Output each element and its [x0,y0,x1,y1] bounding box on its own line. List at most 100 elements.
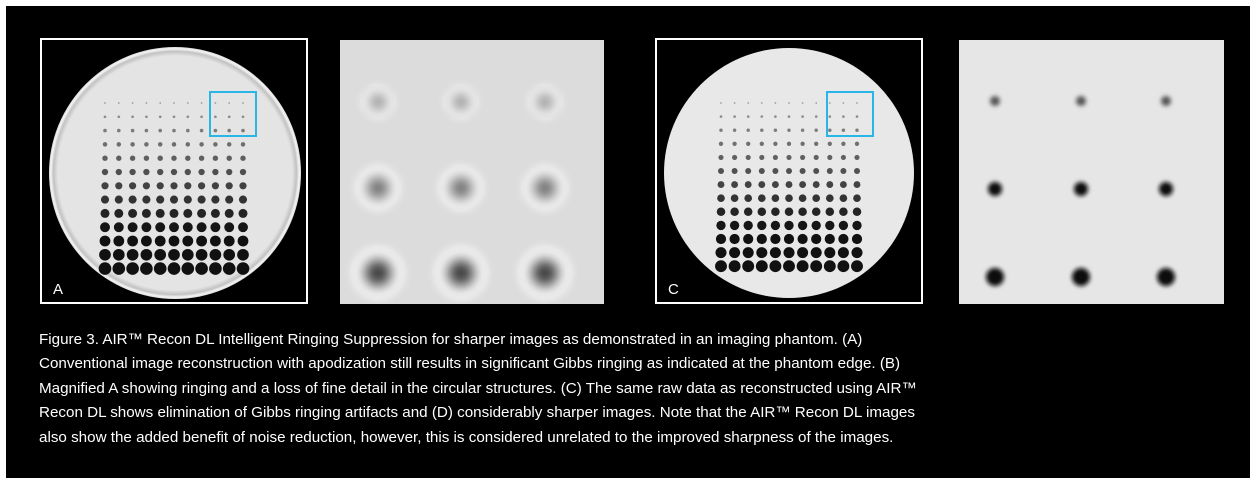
phantom-dot [757,194,766,203]
phantom-dot [200,115,203,119]
phantom-dot [838,233,849,245]
phantom-dot [755,260,768,273]
phantom-dot [117,102,120,104]
phantom-dot [142,182,150,190]
phantom-dot [729,233,740,245]
phantom-dot [157,155,163,161]
phantom-dot [853,181,861,189]
phantom-dot [103,115,107,119]
phantom-dot [102,155,108,161]
phantom-dot [773,128,778,132]
phantom-dot [801,115,804,118]
phantom-dot [131,115,134,119]
phantom-dot [732,141,737,146]
phantom-dot [153,262,167,275]
caption-line: Conventional image reconstruction with a… [39,355,901,373]
phantom-dot [827,154,833,160]
phantom-dot [169,208,179,218]
phantom-dot [209,262,222,275]
phantom-dot [227,128,231,133]
magnified-image-d [959,40,1224,304]
phantom-dot [837,247,849,259]
phantom-dot [185,142,191,147]
phantom-dot [140,262,153,275]
phantom-dot [759,154,765,160]
phantom-dot [141,208,151,218]
phantom-dot [157,142,163,147]
phantom-dot [851,247,863,259]
phantom-dot [222,262,236,275]
phantom-dot [828,115,832,118]
phantom-dot [127,235,138,247]
phantom-dot [826,168,833,174]
phantom-dot [241,128,245,133]
phantom-image-a [42,40,306,302]
phantom-dot [98,262,112,275]
phantom-dot [716,207,726,217]
phantom-dot [172,128,176,133]
phantom-dot [787,128,791,132]
phantom-dot [142,195,151,204]
phantom-dot [854,154,860,160]
phantom-dot [758,168,765,174]
magnified-dot [1072,268,1090,286]
phantom-dot [211,182,219,190]
phantom-dot [799,168,806,174]
phantom-dot [825,194,834,203]
magnified-dot [1157,268,1175,286]
phantom-dot [200,102,203,104]
phantom-dot [811,207,821,217]
phantom-dot [156,182,164,190]
phantom-dot [798,194,807,203]
phantom-dot [813,154,819,160]
phantom-dot [214,115,217,119]
phantom-dot [171,155,177,161]
phantom-dot [771,207,780,217]
magnified-dot [1161,96,1171,106]
phantom-dot [800,141,805,146]
phantom-dot [796,260,809,273]
phantom-dot [158,128,162,133]
phantom-dot [226,168,233,176]
phantom-dot [758,181,766,189]
phantom-dot [169,195,179,204]
phantom-dot [715,260,727,273]
phantom-dot [851,233,863,245]
phantom-dot [126,262,139,275]
dot-grid-a [98,102,250,275]
phantom-dot [143,168,150,176]
phantom-dot [154,248,167,261]
phantom-dot [214,102,217,104]
phantom-dot [837,260,850,273]
phantom-dot [743,220,753,231]
figure-caption: Figure 3. AIR™ Recon DL Intelligent Ring… [39,328,1229,450]
phantom-dot [784,207,794,217]
phantom-dot [852,207,862,217]
phantom-dot [141,222,152,233]
phantom-dot [773,141,778,146]
magnified-dot [986,268,1004,286]
phantom-dot [225,182,233,190]
phantom-dot [730,207,739,217]
phantom-dot [213,142,218,147]
phantom-dot [853,194,861,203]
phantom-dot [99,235,111,247]
phantom-dot [143,155,150,161]
magnified-dot [532,260,558,286]
phantom-dot [746,115,750,118]
panel-label-a: A [53,281,64,298]
phantom-dot [729,247,741,259]
caption-line: Figure 3. AIR™ Recon DL Intelligent Ring… [39,331,863,348]
phantom-dot [747,102,750,104]
phantom-dot [101,168,109,176]
phantom-dot [239,182,247,190]
phantom-dot [131,102,134,104]
phantom-dot [240,142,246,147]
phantom-dot [144,128,149,133]
panel-d: D [959,40,1224,304]
phantom-dot [783,260,795,273]
phantom-dot [785,181,793,189]
phantom-dot [197,208,207,218]
phantom-dot [842,115,845,118]
phantom-dot [718,154,724,160]
